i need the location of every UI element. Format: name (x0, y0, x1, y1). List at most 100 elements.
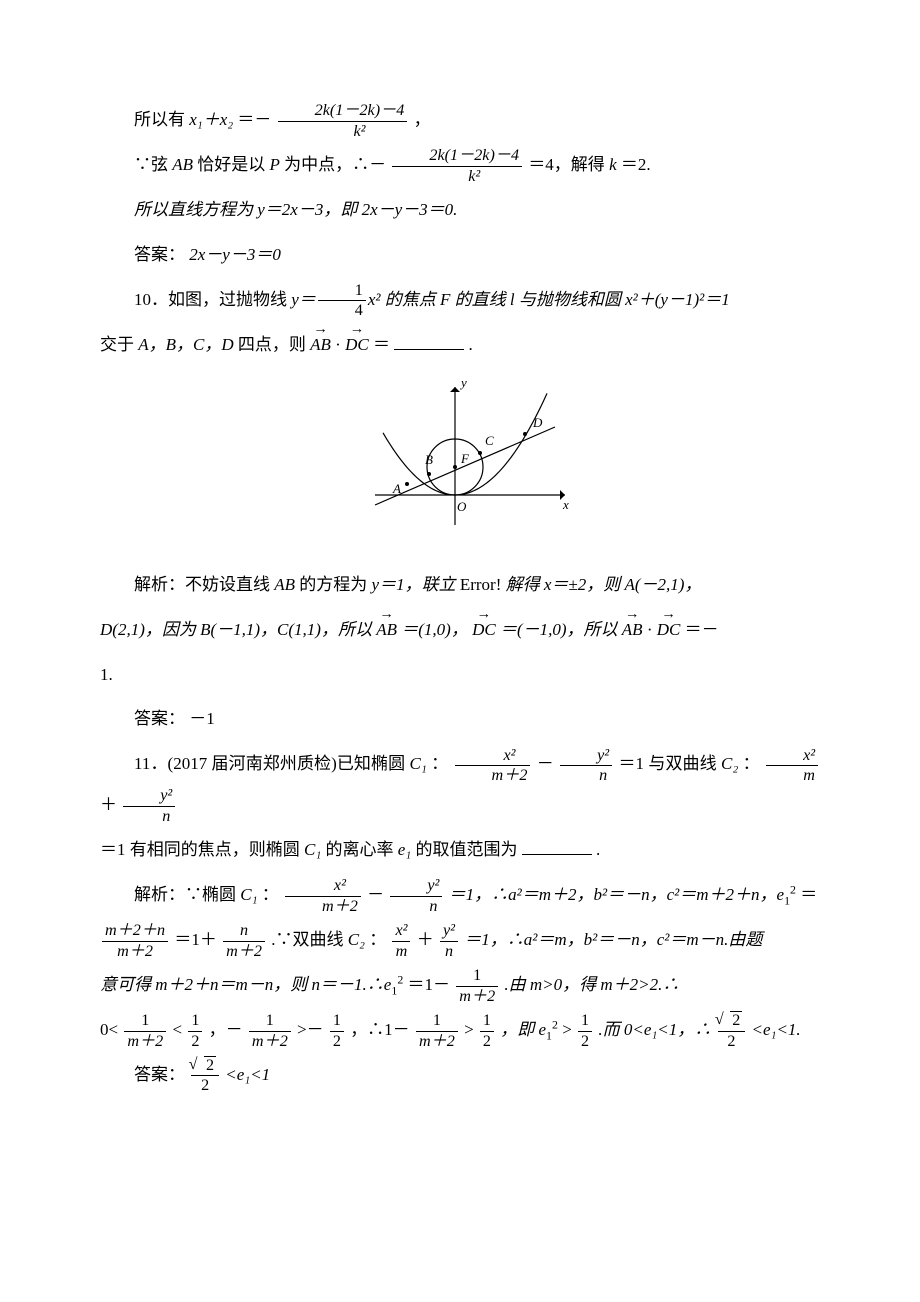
fraction: 1 m＋2 (249, 1011, 291, 1051)
math-var: k (609, 155, 617, 174)
text: ： (431, 754, 448, 773)
solution-paragraph: 解析：∵椭圆 C₁ ： x² m＋2 － y² n ＝1，∴a²＝m＋2，b²＝… (100, 875, 820, 916)
vector: DC (657, 610, 681, 651)
body-paragraph: 所以直线方程为 y＝2x－3，即 2x－y－3＝0. (100, 190, 820, 231)
text: － (537, 754, 554, 773)
radicand: 2 (730, 1011, 742, 1029)
fraction: 1 2 (480, 1011, 494, 1051)
answer-label: 答案： (134, 709, 185, 728)
text: ， (414, 110, 431, 129)
text: 的离心率 (326, 840, 398, 859)
fraction: 1 m＋2 (456, 966, 498, 1006)
numerator: 1 (188, 1011, 202, 1031)
parabola-figure: ABCDFOxy (345, 375, 575, 535)
radicand: 2 (204, 1056, 216, 1074)
fraction: x² m (392, 921, 410, 961)
denominator: m＋2 (285, 897, 361, 916)
solution-paragraph: 解析：不妨设直线 AB 的方程为 y＝1，联立 Error! 解得 x＝±2，则… (100, 565, 820, 606)
body-paragraph: ∵弦 AB 恰好是以 P 为中点，∴－ 2k(1－2k)－4 k² ＝4，解得 … (100, 145, 820, 186)
numerator: y² (123, 786, 175, 806)
denominator: 2 (191, 1076, 219, 1095)
text: ，即 e (500, 1020, 546, 1039)
text: ＝1，∴a²＝m＋2，b²＝－n，c²＝m＋2＋n，e (449, 885, 784, 904)
vector: DC (345, 325, 369, 366)
text: . (468, 335, 472, 354)
text: .由 m>0，得 m＋2>2.∴ (504, 975, 679, 994)
denominator: m＋2 (249, 1032, 291, 1051)
fill-blank (522, 839, 592, 855)
math-var: A，B，C，D (138, 335, 233, 354)
text: > (562, 1020, 572, 1039)
fraction: y² n (560, 746, 612, 786)
numerator: 1 (249, 1011, 291, 1031)
text: ＝ (800, 885, 817, 904)
denominator: 2 (578, 1032, 592, 1051)
answer-line: 答案： 2 2 <e₁<1 (100, 1055, 820, 1096)
text: ＝2. (621, 155, 651, 174)
text: 四点，则 (238, 335, 306, 354)
denominator: m＋2 (223, 942, 265, 961)
question-paragraph: ＝1 有相同的焦点，则椭圆 C₁ 的离心率 e₁ 的取值范围为 . (100, 830, 820, 871)
text: 解得 x＝±2，则 A(－2,1)， (506, 575, 702, 594)
question-paragraph: 交于 A，B，C，D 四点，则 AB · DC ＝ . (100, 325, 820, 366)
numerator: 2k(1－2k)－4 (278, 101, 408, 121)
answer-line: 答案： －1 (100, 699, 820, 740)
math-var: C₁ (240, 885, 257, 904)
text: .而 0<e₁<1，∴ (598, 1020, 711, 1039)
denominator: n (390, 897, 442, 916)
math-var: C₂ (348, 930, 365, 949)
denominator: m＋2 (455, 766, 531, 785)
fraction: x² m (766, 746, 818, 786)
text: . (596, 840, 600, 859)
solution-paragraph: 1. (100, 655, 820, 696)
text: 1. (100, 665, 113, 684)
text: 0< (100, 1020, 118, 1039)
text: > (464, 1020, 474, 1039)
text: · (335, 335, 341, 354)
svg-text:D: D (532, 415, 543, 430)
text: 的方程为 (299, 575, 371, 594)
vector: DC (472, 610, 496, 651)
text: ，∴1－ (350, 1020, 410, 1039)
numerator: x² (392, 921, 410, 941)
math-var: C₁ (304, 840, 321, 859)
text: ＝1，∴a²＝m，b²＝－n，c²＝m－n.由题 (464, 930, 762, 949)
text: 所以有 (134, 110, 189, 129)
text: ＝1 与双曲线 (618, 754, 721, 773)
solution-paragraph: D(2,1)，因为 B(－1,1)，C(1,1)，所以 AB ＝(1,0)， D… (100, 610, 820, 651)
fraction: n m＋2 (223, 921, 265, 961)
document-page: 所以有 x₁＋x₂ ＝－ 2k(1－2k)－4 k² ， ∵弦 AB 恰好是以 … (0, 0, 920, 1200)
text: ＋ (100, 795, 117, 814)
answer-label: 答案： (134, 1065, 185, 1084)
numerator: m＋2＋n (102, 921, 168, 941)
fraction: 1 m＋2 (124, 1011, 166, 1051)
fraction: y² n (123, 786, 175, 826)
text: 的取值范围为 (415, 840, 517, 859)
svg-text:A: A (392, 481, 401, 496)
text: 解析：不妨设直线 (134, 575, 274, 594)
numerator: y² (440, 921, 458, 941)
numerator: x² (285, 876, 361, 896)
answer-value: －1 (189, 709, 215, 728)
numerator: y² (560, 746, 612, 766)
numerator: 1 (480, 1011, 494, 1031)
numerator: 2 (191, 1056, 219, 1076)
text: ＝－ (237, 110, 271, 129)
svg-text:x: x (562, 497, 569, 512)
answer-line: 答案： 2x－y－3＝0 (100, 235, 820, 276)
superscript-2: 2 (397, 972, 403, 986)
text: x² 的焦点 F 的直线 l 与抛物线和圆 x²＋(y－1)²＝1 (368, 290, 730, 309)
vector: AB (376, 610, 397, 651)
text: 恰好是以 (197, 155, 269, 174)
text: ＝1 有相同的焦点，则椭圆 (100, 840, 304, 859)
text: ＝－ (685, 620, 719, 639)
svg-text:F: F (460, 451, 470, 466)
numerator: 1 (330, 1011, 344, 1031)
vector: AB (310, 325, 331, 366)
text: ＝1－ (408, 975, 451, 994)
math-var: AB (274, 575, 295, 594)
text: － (367, 885, 384, 904)
svg-text:y: y (459, 375, 467, 390)
text: 交于 (100, 335, 138, 354)
fraction: 2 2 (718, 1011, 746, 1051)
